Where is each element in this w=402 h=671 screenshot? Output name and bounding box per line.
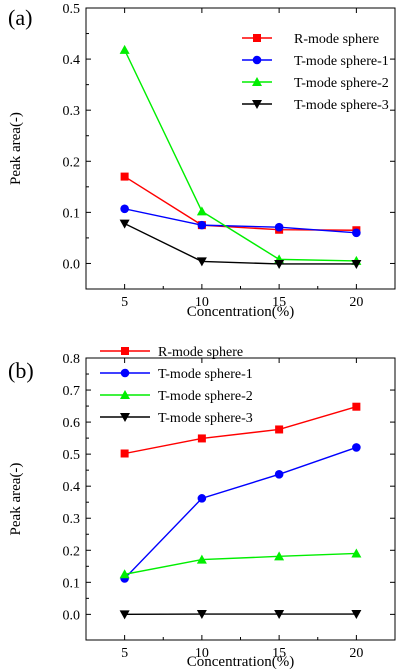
- legend-label: R-mode sphere: [294, 32, 379, 47]
- data-point: [351, 548, 362, 558]
- data-point: [119, 219, 130, 229]
- series-r-mode-sphere: [120, 172, 361, 235]
- series-line: [124, 208, 357, 234]
- data-point: [197, 220, 207, 230]
- series-t-mode-sphere-1: [120, 204, 361, 238]
- series-r-mode-sphere: [120, 402, 361, 458]
- x-tick-label: 5: [121, 295, 128, 310]
- legend-entry: T-mode sphere-2: [242, 76, 389, 91]
- legend-label: R-mode sphere: [158, 345, 243, 360]
- x-axis-label: Concentration(%): [187, 304, 294, 320]
- data-point: [120, 172, 129, 181]
- series-t-mode-sphere-2: [119, 548, 362, 579]
- legend-label: T-mode sphere-3: [158, 411, 253, 426]
- data-point: [274, 259, 285, 269]
- data-point: [352, 228, 361, 238]
- y-axis-label: Peak area(-): [8, 112, 24, 185]
- data-point: [196, 206, 207, 216]
- x-tick-label: 15: [272, 295, 286, 310]
- series-t-mode-sphere-3: [119, 610, 362, 620]
- data-point: [275, 425, 284, 434]
- legend-marker: [252, 100, 262, 109]
- data-point: [119, 44, 130, 54]
- data-point: [120, 204, 129, 214]
- y-tick-label: 0.6: [63, 416, 81, 431]
- panel-label: (a): [8, 5, 32, 30]
- legend: R-mode sphere T-mode sphere-1 T-mode spher…: [242, 32, 389, 113]
- legend: R-mode sphere T-mode sphere-1 T-mode spher…: [100, 345, 253, 426]
- x-tick-label: 10: [195, 295, 209, 310]
- y-tick-label: 0.1: [63, 576, 81, 591]
- data-point: [197, 434, 206, 443]
- data-point: [196, 610, 207, 620]
- x-tick-label: 10: [195, 646, 209, 661]
- legend-label: T-mode sphere-3: [294, 98, 389, 113]
- legend-label: T-mode sphere-1: [158, 367, 253, 382]
- y-tick-label: 0.2: [63, 155, 81, 170]
- series-line: [124, 446, 357, 579]
- y-tick-label: 0.7: [63, 384, 81, 399]
- data-point: [274, 551, 285, 561]
- legend-entry: R-mode sphere: [100, 345, 243, 360]
- legend-label: T-mode sphere-1: [294, 54, 389, 69]
- y-tick-label: 0.8: [63, 352, 81, 367]
- data-point: [274, 610, 285, 620]
- data-point: [274, 222, 284, 232]
- legend-marker: [121, 347, 129, 355]
- series-line: [124, 176, 357, 231]
- data-point: [352, 402, 361, 411]
- chart-panel-0: 5 10 15 20 0.0 0.1 0.2 0.3 0.4 0.5 Concentration(%…: [8, 2, 396, 320]
- legend-entry: T-mode sphere-3: [100, 411, 253, 426]
- legend-marker: [252, 77, 262, 86]
- legend-entry: R-mode sphere: [242, 32, 379, 47]
- y-tick-label: 0.5: [63, 448, 81, 463]
- data-point: [351, 610, 362, 620]
- y-tick-label: 0.2: [63, 544, 81, 559]
- legend-marker: [252, 55, 262, 65]
- y-tick-label: 0.1: [63, 206, 81, 221]
- data-point: [351, 259, 362, 269]
- legend-label: T-mode sphere-2: [158, 389, 253, 404]
- legend-entry: T-mode sphere-1: [100, 367, 253, 382]
- chart-panel-1: 5 10 15 20 0.0 0.1 0.2 0.3 0.4 0.5 0.6 0.7 0.8 Concen…: [8, 345, 396, 670]
- data-point: [197, 494, 207, 503]
- y-tick-label: 0.0: [63, 608, 81, 623]
- series-t-mode-sphere-1: [120, 443, 361, 583]
- plot-area: [85, 7, 396, 290]
- data-point: [119, 569, 130, 579]
- y-tick-label: 0.3: [63, 104, 81, 119]
- y-tick-label: 0.5: [63, 2, 81, 17]
- legend-marker: [120, 413, 130, 422]
- x-tick-label: 20: [349, 646, 363, 661]
- legend-marker: [120, 390, 130, 399]
- series-line: [124, 222, 357, 265]
- y-tick-label: 0.4: [63, 480, 81, 495]
- legend-entry: T-mode sphere-3: [242, 98, 389, 113]
- legend-entry: T-mode sphere-1: [242, 54, 389, 69]
- legend-marker: [120, 368, 130, 378]
- data-point: [274, 470, 284, 479]
- data-point: [196, 257, 207, 267]
- series-line: [124, 552, 357, 575]
- legend-entry: T-mode sphere-2: [100, 389, 253, 404]
- x-tick-label: 5: [121, 646, 128, 661]
- x-axis-label: Concentration(%): [187, 654, 294, 670]
- y-tick-label: 0.4: [63, 53, 81, 68]
- data-point: [352, 443, 361, 452]
- y-tick-label: 0.3: [63, 512, 81, 527]
- data-point: [196, 554, 207, 564]
- legend-label: T-mode sphere-2: [294, 76, 389, 91]
- y-tick-label: 0.0: [63, 257, 81, 272]
- series-line: [124, 406, 357, 455]
- series-line: [123, 49, 357, 262]
- series-t-mode-sphere-3: [119, 219, 362, 269]
- legend-marker: [253, 34, 261, 42]
- data-point: [119, 610, 130, 620]
- data-point: [120, 449, 129, 458]
- x-tick-label: 20: [349, 295, 363, 310]
- x-tick-label: 15: [272, 646, 286, 661]
- panel-label: (b): [8, 358, 34, 383]
- y-axis-label: Peak area(-): [8, 463, 24, 536]
